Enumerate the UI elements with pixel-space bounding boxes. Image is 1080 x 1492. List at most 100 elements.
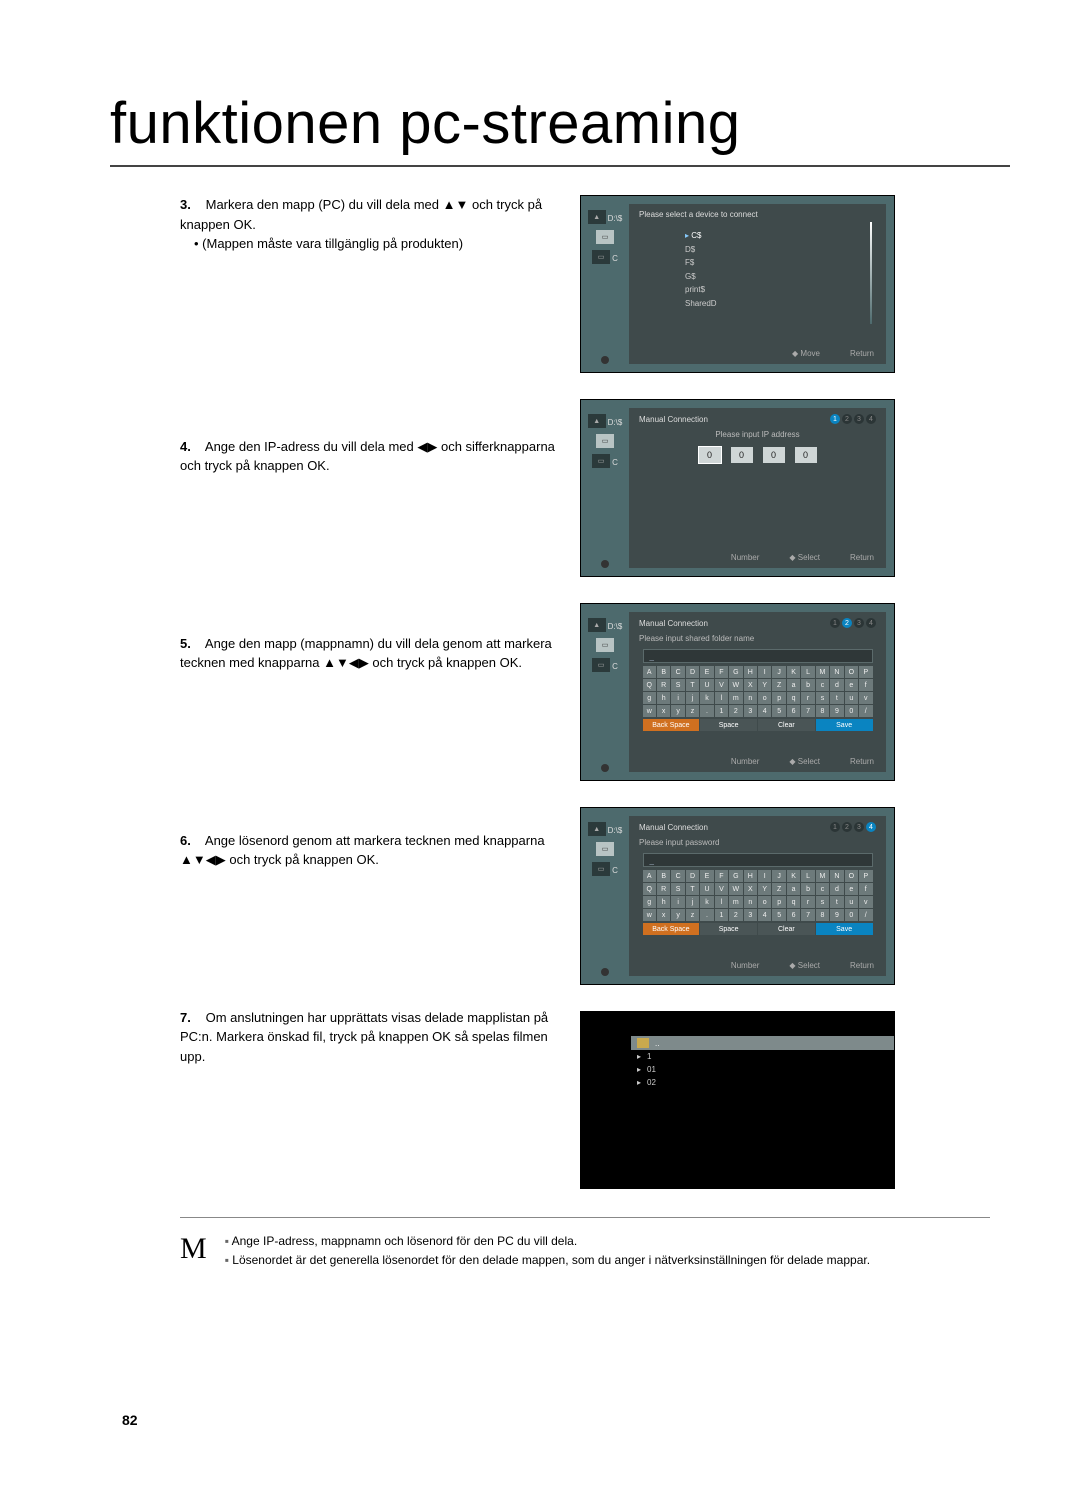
keyboard-key[interactable]: F — [715, 870, 728, 882]
keyboard-key[interactable]: R — [657, 679, 670, 691]
keyboard-key[interactable]: 1 — [715, 909, 728, 921]
keyboard-key[interactable]: 2 — [729, 909, 742, 921]
keyboard-key[interactable]: U — [700, 883, 713, 895]
keyboard-key[interactable]: d — [830, 679, 843, 691]
keyboard-key[interactable]: C — [671, 870, 684, 882]
keyboard-key[interactable]: B — [657, 666, 670, 678]
keyboard-key[interactable]: g — [643, 896, 656, 908]
keyboard-key[interactable]: e — [845, 679, 858, 691]
keyboard-key[interactable]: k — [700, 692, 713, 704]
keyboard-key[interactable]: X — [744, 883, 757, 895]
keyboard-key[interactable]: O — [845, 666, 858, 678]
keyboard-key[interactable]: x — [657, 909, 670, 921]
keyboard-key[interactable]: t — [830, 692, 843, 704]
keyboard-key[interactable]: p — [772, 692, 785, 704]
list-item[interactable]: ▸01 — [631, 1063, 894, 1076]
keyboard-key[interactable]: q — [787, 692, 800, 704]
keyboard-key[interactable]: Y — [758, 679, 771, 691]
keyboard-key[interactable]: C — [671, 666, 684, 678]
password-input[interactable]: _ — [643, 853, 873, 867]
keyboard-key[interactable]: 9 — [830, 705, 843, 717]
keyboard-key[interactable]: Q — [643, 883, 656, 895]
keyboard-key[interactable]: N — [830, 666, 843, 678]
keyboard-key[interactable]: K — [787, 870, 800, 882]
scrollbar[interactable] — [870, 222, 872, 324]
keyboard-key[interactable]: y — [671, 705, 684, 717]
keyboard-key[interactable]: P — [859, 870, 872, 882]
keyboard-key[interactable]: H — [744, 870, 757, 882]
list-item[interactable]: D$ — [685, 243, 876, 257]
keyboard-key[interactable]: 3 — [744, 909, 757, 921]
ip-octet-4[interactable]: 0 — [795, 447, 817, 463]
keyboard-key[interactable]: i — [671, 692, 684, 704]
text-input[interactable]: _ — [643, 649, 873, 663]
ip-octet-3[interactable]: 0 — [763, 447, 785, 463]
keyboard-key[interactable]: M — [816, 666, 829, 678]
keyboard-key[interactable]: D — [686, 870, 699, 882]
keyboard-key[interactable]: a — [787, 679, 800, 691]
keyboard-key[interactable]: y — [671, 909, 684, 921]
keyboard-key[interactable]: o — [758, 692, 771, 704]
keyboard-key[interactable]: 0 — [845, 705, 858, 717]
keyboard-key[interactable]: V — [715, 679, 728, 691]
space-button[interactable]: Space — [700, 923, 757, 935]
keyboard-key[interactable]: z — [686, 909, 699, 921]
backspace-button[interactable]: Back Space — [643, 719, 700, 731]
keyboard-key[interactable]: j — [686, 692, 699, 704]
keyboard-key[interactable]: n — [744, 896, 757, 908]
space-button[interactable]: Space — [700, 719, 757, 731]
keyboard-key[interactable]: F — [715, 666, 728, 678]
keyboard-key[interactable]: f — [859, 883, 872, 895]
keyboard-key[interactable]: z — [686, 705, 699, 717]
keyboard-key[interactable]: 7 — [801, 909, 814, 921]
keyboard-key[interactable]: u — [845, 692, 858, 704]
keyboard-key[interactable]: k — [700, 896, 713, 908]
ip-octet-2[interactable]: 0 — [731, 447, 753, 463]
keyboard-key[interactable]: x — [657, 705, 670, 717]
keyboard-key[interactable]: X — [744, 679, 757, 691]
keyboard-key[interactable]: O — [845, 870, 858, 882]
keyboard-key[interactable]: l — [715, 692, 728, 704]
keyboard-key[interactable]: E — [700, 666, 713, 678]
list-item[interactable]: ▸02 — [631, 1076, 894, 1089]
keyboard-key[interactable]: i — [671, 896, 684, 908]
keyboard-key[interactable]: e — [845, 883, 858, 895]
keyboard-key[interactable]: 6 — [787, 909, 800, 921]
keyboard-key[interactable]: V — [715, 883, 728, 895]
keyboard-key[interactable]: W — [729, 883, 742, 895]
list-item[interactable]: G$ — [685, 270, 876, 284]
keyboard-key[interactable]: L — [801, 870, 814, 882]
keyboard-key[interactable]: L — [801, 666, 814, 678]
keyboard-key[interactable]: q — [787, 896, 800, 908]
keyboard-key[interactable]: M — [816, 870, 829, 882]
keyboard-key[interactable]: v — [859, 692, 872, 704]
keyboard-key[interactable]: h — [657, 692, 670, 704]
keyboard-key[interactable]: J — [772, 870, 785, 882]
keyboard-key[interactable]: o — [758, 896, 771, 908]
keyboard-key[interactable]: H — [744, 666, 757, 678]
list-item[interactable]: print$ — [685, 283, 876, 297]
keyboard-key[interactable]: h — [657, 896, 670, 908]
keyboard-key[interactable]: c — [816, 679, 829, 691]
keyboard-key[interactable]: . — [700, 705, 713, 717]
list-item[interactable]: F$ — [685, 256, 876, 270]
keyboard-key[interactable]: c — [816, 883, 829, 895]
keyboard-key[interactable]: g — [643, 692, 656, 704]
keyboard-key[interactable]: 1 — [715, 705, 728, 717]
keyboard-key[interactable]: K — [787, 666, 800, 678]
keyboard-key[interactable]: p — [772, 896, 785, 908]
keyboard-key[interactable]: s — [816, 896, 829, 908]
keyboard-key[interactable]: Y — [758, 883, 771, 895]
save-button[interactable]: Save — [816, 719, 873, 731]
keyboard-key[interactable]: D — [686, 666, 699, 678]
keyboard-key[interactable]: f — [859, 679, 872, 691]
keyboard-key[interactable]: B — [657, 870, 670, 882]
keyboard-key[interactable]: E — [700, 870, 713, 882]
keyboard-key[interactable]: Z — [772, 679, 785, 691]
keyboard-key[interactable]: r — [801, 896, 814, 908]
keyboard-key[interactable]: 9 — [830, 909, 843, 921]
keyboard-key[interactable]: 5 — [772, 705, 785, 717]
keyboard-key[interactable]: b — [801, 679, 814, 691]
keyboard-key[interactable]: / — [859, 705, 872, 717]
keyboard-key[interactable]: w — [643, 909, 656, 921]
